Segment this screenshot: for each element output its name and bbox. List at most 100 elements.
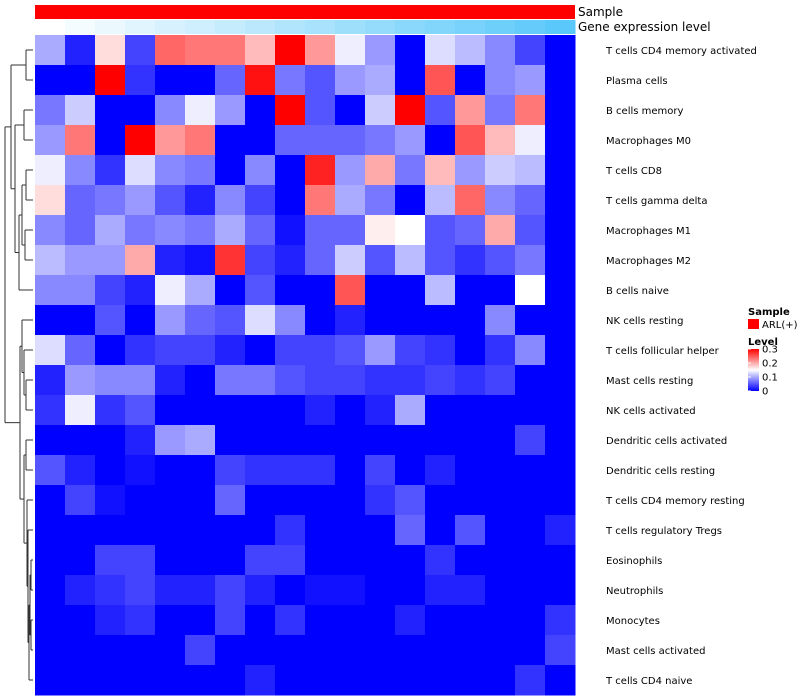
heatmap-cell <box>275 575 306 606</box>
heatmap-cell <box>35 455 66 486</box>
heatmap-cell <box>365 275 396 306</box>
heatmap-cell <box>425 65 456 96</box>
heatmap-cell <box>65 575 96 606</box>
heatmap-cell <box>425 335 456 366</box>
heatmap-cell <box>305 635 336 666</box>
gene-expression-annotation-cell <box>65 20 96 34</box>
heatmap-cell <box>155 365 186 396</box>
heatmap-cell <box>305 95 336 126</box>
heatmap-cell <box>215 125 246 156</box>
row-label: Mast cells activated <box>606 646 705 657</box>
heatmap-cell <box>185 515 216 546</box>
heatmap-cell <box>545 665 576 696</box>
heatmap-cell <box>125 545 156 576</box>
heatmap-cell <box>365 305 396 336</box>
heatmap-cell <box>95 635 126 666</box>
heatmap-cell <box>215 425 246 456</box>
heatmap-cell <box>485 245 516 276</box>
heatmap-cell <box>545 605 576 636</box>
heatmap-cell <box>245 65 276 96</box>
heatmap-cell <box>395 425 426 456</box>
heatmap-cell <box>215 635 246 666</box>
gene-expression-annotation-cell <box>425 20 456 34</box>
heatmap-cell <box>245 635 276 666</box>
heatmap-cell <box>125 425 156 456</box>
heatmap-cell <box>515 425 546 456</box>
heatmap-cell <box>485 35 516 66</box>
heatmap-cell <box>65 215 96 246</box>
heatmap-cell <box>515 125 546 156</box>
heatmap-cell <box>425 185 456 216</box>
heatmap-cell <box>245 515 276 546</box>
heatmap-cell <box>95 275 126 306</box>
heatmap-cell <box>155 515 186 546</box>
row-label: T cells CD4 naive <box>605 676 692 687</box>
heatmap-cell <box>275 215 306 246</box>
heatmap-cell <box>155 575 186 606</box>
heatmap-cell <box>515 545 546 576</box>
heatmap-cell <box>65 185 96 216</box>
heatmap-cell <box>485 395 516 426</box>
heatmap-cell <box>485 125 516 156</box>
heatmap-cell <box>35 515 66 546</box>
heatmap-cell <box>185 605 216 636</box>
heatmap-cell <box>335 275 366 306</box>
gene-expression-annotation-cell <box>275 20 306 34</box>
heatmap-cell <box>95 365 126 396</box>
heatmap-cell <box>275 305 306 336</box>
heatmap-cell <box>215 95 246 126</box>
heatmap-cell <box>305 575 336 606</box>
heatmap-cell <box>95 95 126 126</box>
heatmap-cell <box>65 515 96 546</box>
heatmap-cell <box>395 395 426 426</box>
heatmap-cell <box>485 665 516 696</box>
heatmap-cell <box>95 245 126 276</box>
heatmap-cell <box>155 185 186 216</box>
heatmap-cell <box>335 305 366 336</box>
heatmap-cell <box>95 665 126 696</box>
heatmap-cell <box>455 215 486 246</box>
heatmap-cell <box>425 215 456 246</box>
heatmap-cell <box>245 275 276 306</box>
heatmap-cell <box>365 635 396 666</box>
heatmap-cell <box>455 575 486 606</box>
heatmap-cell <box>275 425 306 456</box>
heatmap-cell <box>275 455 306 486</box>
heatmap-cell <box>155 455 186 486</box>
heatmap-cell <box>35 395 66 426</box>
heatmap-cell <box>455 335 486 366</box>
heatmap-cell <box>545 305 576 336</box>
heatmap-cell <box>425 635 456 666</box>
heatmap-cell <box>335 635 366 666</box>
heatmap-cell <box>395 275 426 306</box>
heatmap-cell <box>305 275 336 306</box>
heatmap-cell <box>455 65 486 96</box>
row-label: B cells naive <box>606 286 669 297</box>
heatmap-cell <box>155 605 186 636</box>
heatmap-cell <box>335 35 366 66</box>
heatmap-cell <box>425 125 456 156</box>
heatmap-cell <box>185 215 216 246</box>
heatmap-cell <box>155 665 186 696</box>
heatmap-cell <box>305 125 336 156</box>
legend: Sample ARL(+) Level 0.3 0.2 0.1 0 <box>748 307 798 398</box>
heatmap-cell <box>455 95 486 126</box>
heatmap-cell <box>65 365 96 396</box>
heatmap-cell <box>125 665 156 696</box>
heatmap-cell <box>365 125 396 156</box>
heatmap-cell <box>125 95 156 126</box>
heatmap-cell <box>425 155 456 186</box>
heatmap-cell <box>455 245 486 276</box>
heatmap-cell <box>95 515 126 546</box>
heatmap-cell <box>65 545 96 576</box>
heatmap-cell <box>485 365 516 396</box>
heatmap-cell <box>245 155 276 186</box>
heatmap-cell <box>125 455 156 486</box>
row-label: T cells follicular helper <box>605 346 720 357</box>
heatmap-cell <box>425 395 456 426</box>
heatmap-cell <box>455 125 486 156</box>
heatmap-cell <box>95 425 126 456</box>
heatmap-cell <box>125 35 156 66</box>
heatmap-cell <box>365 455 396 486</box>
heatmap-cell <box>425 515 456 546</box>
